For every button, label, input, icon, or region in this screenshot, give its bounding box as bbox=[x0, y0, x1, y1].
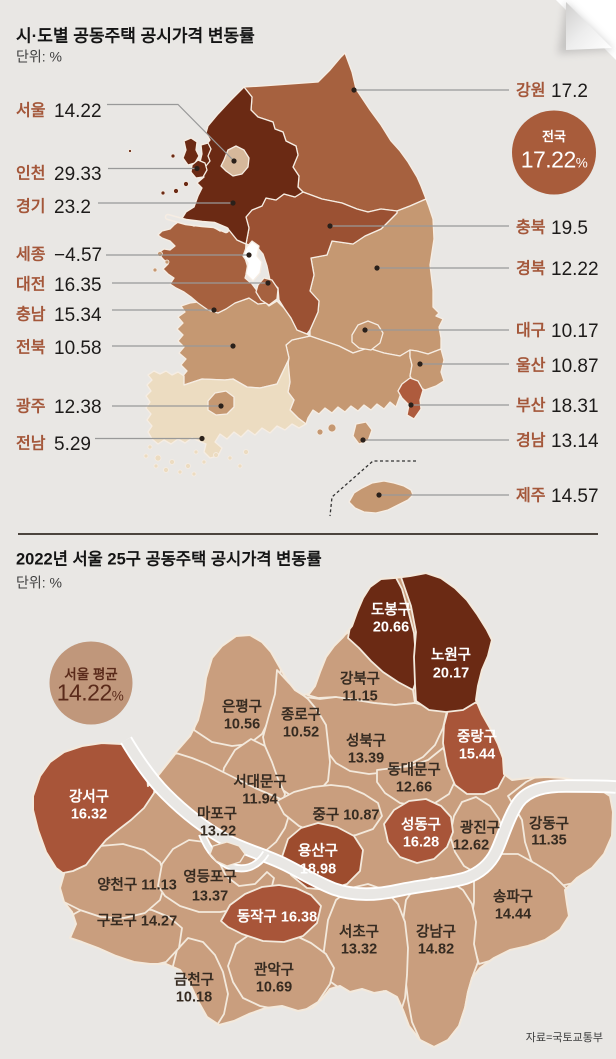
svg-text:강원: 강원 bbox=[516, 82, 545, 100]
svg-text:13.32: 13.32 bbox=[341, 942, 377, 958]
svg-text:금천구: 금천구 bbox=[174, 972, 214, 989]
svg-text:광주: 광주 bbox=[16, 397, 46, 416]
svg-text:23.2: 23.2 bbox=[54, 197, 91, 218]
svg-text:관악구: 관악구 bbox=[254, 961, 294, 979]
svg-text:13.39: 13.39 bbox=[348, 751, 384, 767]
svg-text:16.28: 16.28 bbox=[403, 835, 439, 851]
svg-text:자료=국토교통부: 자료=국토교통부 bbox=[526, 1031, 603, 1044]
svg-text:19.5: 19.5 bbox=[551, 218, 588, 239]
svg-text:14.57: 14.57 bbox=[551, 486, 599, 507]
svg-text:10.87: 10.87 bbox=[551, 356, 599, 377]
svg-text:10.58: 10.58 bbox=[54, 338, 102, 359]
svg-text:15.44: 15.44 bbox=[459, 747, 495, 763]
svg-text:12.38: 12.38 bbox=[54, 397, 102, 418]
svg-text:동작구 16.38: 동작구 16.38 bbox=[237, 908, 317, 926]
svg-text:강동구: 강동구 bbox=[529, 815, 569, 833]
svg-text:20.17: 20.17 bbox=[433, 666, 469, 682]
svg-text:2022년 서울 25구 공동주택 공시가격 변동률: 2022년 서울 25구 공동주택 공시가격 변동률 bbox=[16, 550, 322, 569]
svg-text:14.82: 14.82 bbox=[418, 942, 454, 958]
svg-text:10.17: 10.17 bbox=[551, 321, 599, 342]
svg-text:충남: 충남 bbox=[16, 306, 46, 324]
svg-text:인천: 인천 bbox=[16, 165, 45, 183]
svg-text:경남: 경남 bbox=[516, 432, 546, 450]
svg-text:도봉구: 도봉구 bbox=[371, 602, 411, 619]
svg-text:충북: 충북 bbox=[516, 219, 546, 237]
svg-text:경기: 경기 bbox=[16, 198, 45, 216]
svg-text:대전: 대전 bbox=[16, 276, 45, 294]
svg-text:구로구 14.27: 구로구 14.27 bbox=[97, 913, 177, 930]
svg-text:29.33: 29.33 bbox=[54, 164, 102, 185]
svg-text:서울 평균: 서울 평균 bbox=[64, 666, 118, 682]
svg-text:14.22: 14.22 bbox=[54, 101, 102, 122]
svg-text:16.32: 16.32 bbox=[71, 807, 107, 823]
svg-text:송파구: 송파구 bbox=[493, 889, 533, 906]
svg-text:광진구: 광진구 bbox=[460, 819, 500, 837]
svg-text:−4.57: −4.57 bbox=[54, 245, 102, 266]
svg-text:중랑구: 중랑구 bbox=[457, 728, 497, 746]
svg-text:14.44: 14.44 bbox=[495, 907, 531, 923]
svg-text:대구: 대구 bbox=[516, 322, 546, 340]
svg-text:16.35: 16.35 bbox=[54, 275, 102, 296]
svg-text:시·도별 공동주택 공시가격 변동률: 시·도별 공동주택 공시가격 변동률 bbox=[16, 27, 255, 46]
svg-text:노원구: 노원구 bbox=[431, 647, 471, 664]
svg-text:중구 10.87: 중구 10.87 bbox=[313, 807, 380, 824]
svg-text:세종: 세종 bbox=[16, 246, 46, 264]
svg-text:부산: 부산 bbox=[516, 397, 546, 415]
svg-text:강남구: 강남구 bbox=[416, 923, 456, 941]
svg-text:종로구: 종로구 bbox=[281, 707, 321, 724]
svg-text:18.31: 18.31 bbox=[551, 396, 599, 417]
svg-text:단위: %: 단위: % bbox=[16, 49, 62, 65]
svg-text:10.52: 10.52 bbox=[283, 725, 319, 741]
svg-text:12.22: 12.22 bbox=[551, 259, 599, 280]
svg-text:13.37: 13.37 bbox=[192, 889, 228, 905]
svg-text:경북: 경북 bbox=[516, 260, 546, 278]
svg-text:13.22: 13.22 bbox=[200, 824, 236, 840]
svg-text:11.35: 11.35 bbox=[531, 833, 567, 849]
svg-text:서대문구: 서대문구 bbox=[233, 774, 286, 791]
svg-text:5.29: 5.29 bbox=[54, 434, 91, 455]
svg-text:울산: 울산 bbox=[516, 357, 546, 375]
svg-text:제주: 제주 bbox=[516, 487, 546, 505]
svg-text:용산구: 용산구 bbox=[298, 843, 338, 860]
svg-text:10.56: 10.56 bbox=[224, 717, 260, 733]
svg-text:성동구: 성동구 bbox=[401, 816, 441, 834]
svg-text:강북구: 강북구 bbox=[340, 670, 380, 688]
svg-text:은평구: 은평구 bbox=[222, 698, 262, 716]
svg-text:12.62: 12.62 bbox=[453, 838, 489, 854]
svg-text:20.66: 20.66 bbox=[373, 620, 409, 636]
svg-text:마포구: 마포구 bbox=[197, 806, 237, 823]
svg-text:15.34: 15.34 bbox=[54, 305, 102, 326]
svg-text:양천구 11.13: 양천구 11.13 bbox=[97, 877, 177, 894]
svg-text:13.14: 13.14 bbox=[551, 431, 599, 452]
svg-text:10.18: 10.18 bbox=[176, 990, 212, 1006]
svg-text:강서구: 강서구 bbox=[69, 788, 109, 806]
svg-text:서울: 서울 bbox=[16, 102, 46, 120]
svg-text:전북: 전북 bbox=[16, 339, 46, 357]
svg-text:11.15: 11.15 bbox=[342, 689, 378, 705]
svg-text:10.69: 10.69 bbox=[256, 980, 292, 996]
svg-text:영등포구: 영등포구 bbox=[183, 868, 236, 886]
svg-text:전국: 전국 bbox=[542, 129, 566, 144]
svg-text:18.98: 18.98 bbox=[300, 862, 336, 878]
svg-text:단위: %: 단위: % bbox=[16, 575, 62, 591]
svg-text:서초구: 서초구 bbox=[339, 924, 379, 941]
svg-text:전남: 전남 bbox=[16, 435, 46, 453]
svg-text:11.94: 11.94 bbox=[242, 792, 278, 808]
svg-text:동대문구: 동대문구 bbox=[387, 762, 440, 779]
svg-text:12.66: 12.66 bbox=[396, 780, 432, 796]
svg-text:성북구: 성북구 bbox=[346, 732, 386, 750]
svg-text:17.2: 17.2 bbox=[551, 81, 588, 102]
